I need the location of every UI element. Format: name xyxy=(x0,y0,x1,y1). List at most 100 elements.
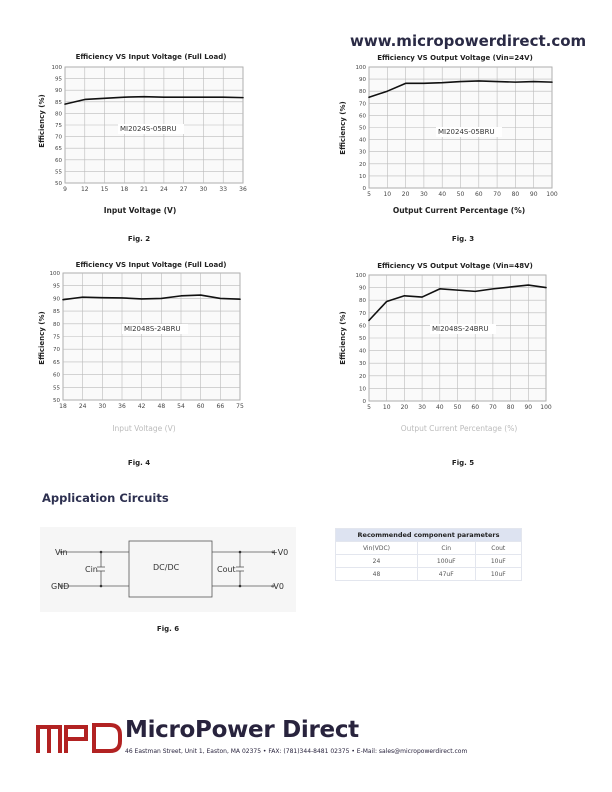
model-label-bg xyxy=(430,324,496,334)
y-tick-label: 95 xyxy=(55,77,62,83)
y-tick-label: 50 xyxy=(359,336,366,342)
y-tick-label: 0 xyxy=(363,399,367,405)
y-tick-label: 30 xyxy=(359,150,366,156)
figure-caption: Fig. 6 xyxy=(156,625,180,633)
component-table: Recommended component parameters Vin(VDC… xyxy=(335,528,523,581)
x-tick-label: 21 xyxy=(140,186,148,193)
model-label-bg xyxy=(436,127,502,137)
x-tick-label: 70 xyxy=(489,404,497,411)
x-tick-label: 10 xyxy=(383,191,391,198)
x-tick-label: 54 xyxy=(177,403,185,410)
table-row: 48 47uF 10uF xyxy=(335,567,523,581)
x-tick-label: 60 xyxy=(197,403,205,410)
table-cell: 24 xyxy=(335,554,418,568)
table-header-row: Vin(VDC) Cin Cout xyxy=(335,541,523,555)
y-tick-label: 100 xyxy=(50,271,61,277)
y-tick-label: 70 xyxy=(359,101,366,107)
table-row: 24 100uF 10uF xyxy=(335,554,523,568)
brand-name: MicroPower Direct xyxy=(125,717,359,743)
figure-caption: Fig. 3 xyxy=(451,235,475,243)
y-tick-label: 55 xyxy=(55,169,62,175)
y-tick-label: 80 xyxy=(359,298,366,304)
x-tick-label: 70 xyxy=(493,191,501,198)
x-axis-label: Input Voltage (V) xyxy=(112,424,176,433)
model-label-bg xyxy=(118,124,184,134)
y-tick-label: 20 xyxy=(359,162,366,168)
y-tick-label: 10 xyxy=(359,386,366,392)
x-tick-label: 50 xyxy=(457,191,465,198)
vminus-label: -V0 xyxy=(271,582,284,591)
figure-caption: Fig. 5 xyxy=(451,459,475,467)
x-tick-label: 27 xyxy=(180,186,188,193)
x-axis-label: Input Voltage (V) xyxy=(103,206,177,215)
x-tick-label: 40 xyxy=(438,191,446,198)
x-tick-label: 15 xyxy=(101,186,109,193)
vplus-label: +V0 xyxy=(271,548,288,557)
x-tick-label: 60 xyxy=(475,191,483,198)
x-tick-label: 18 xyxy=(59,403,67,410)
x-tick-label: 100 xyxy=(546,191,558,198)
x-tick-label: 48 xyxy=(158,403,166,410)
x-tick-label: 80 xyxy=(507,404,515,411)
column-header: Cout xyxy=(474,541,523,555)
x-tick-label: 20 xyxy=(401,404,409,411)
y-tick-label: 95 xyxy=(53,284,60,290)
column-header: Cin xyxy=(416,541,476,555)
model-label: MI2024S-05BRU xyxy=(438,128,495,136)
model-label: MI2024S-05BRU xyxy=(120,125,177,133)
y-tick-label: 10 xyxy=(359,174,366,180)
figure-caption: Fig. 2 xyxy=(127,235,151,243)
x-tick-label: 18 xyxy=(121,186,129,193)
model-label: MI2048S-24BRU xyxy=(432,325,489,333)
model-label-bg xyxy=(122,324,188,334)
y-tick-label: 90 xyxy=(359,286,366,292)
chart-title: Efficiency VS Output Voltage (Vin=48V) xyxy=(377,262,533,270)
y-tick-label: 40 xyxy=(359,349,366,355)
company-address: 46 Eastman Street, Unit 1, Easton, MA 02… xyxy=(125,748,468,755)
y-tick-label: 90 xyxy=(359,77,366,83)
efficiency-line xyxy=(62,294,241,301)
website-url: www.micropowerdirect.com xyxy=(350,32,587,50)
y-tick-label: 60 xyxy=(53,373,60,379)
y-tick-label: 65 xyxy=(55,146,62,152)
x-axis-label: Output Current Percentage (%) xyxy=(392,206,526,215)
y-tick-label: 55 xyxy=(53,385,60,391)
application-circuit-diagram: Vin GND Cin DC/DC Cout +V0 -V0 xyxy=(40,527,296,612)
table-cell: 10uF xyxy=(474,567,523,581)
x-tick-label: 90 xyxy=(524,404,532,411)
x-tick-label: 10 xyxy=(383,404,391,411)
y-tick-label: 0 xyxy=(363,186,367,192)
x-tick-label: 9 xyxy=(63,186,67,193)
gnd-label: GND xyxy=(51,582,69,591)
cout-label: Cout xyxy=(217,565,236,574)
y-tick-label: 50 xyxy=(55,181,62,187)
x-tick-label: 5 xyxy=(367,404,371,411)
x-axis-label: Output Current Percentage (%) xyxy=(400,424,518,433)
efficiency-line xyxy=(64,95,244,105)
y-tick-label: 50 xyxy=(359,126,366,132)
y-tick-label: 60 xyxy=(359,113,366,119)
chart-title: Efficiency VS Output Voltage (Vin=24V) xyxy=(377,54,533,62)
x-tick-label: 60 xyxy=(471,404,479,411)
y-tick-label: 85 xyxy=(55,100,62,106)
table-title: Recommended component parameters xyxy=(335,528,522,542)
y-tick-label: 70 xyxy=(55,135,62,141)
y-tick-label: 100 xyxy=(356,65,367,71)
column-header: Vin(VDC) xyxy=(335,541,418,555)
y-tick-label: 20 xyxy=(359,374,366,380)
chart-title: Efficiency VS Input Voltage (Full Load) xyxy=(75,53,227,61)
y-tick-label: 40 xyxy=(359,138,366,144)
x-tick-label: 30 xyxy=(200,186,208,193)
y-tick-label: 50 xyxy=(53,398,60,404)
x-tick-label: 30 xyxy=(99,403,107,410)
y-tick-label: 85 xyxy=(53,309,60,315)
table-cell: 47uF xyxy=(416,567,476,581)
x-tick-label: 24 xyxy=(160,186,168,193)
dcdc-label: DC/DC xyxy=(153,563,180,572)
chart-title: Efficiency VS Input Voltage (Full Load) xyxy=(75,261,227,269)
x-tick-label: 36 xyxy=(118,403,126,410)
y-tick-label: 65 xyxy=(53,360,60,366)
vin-label: Vin xyxy=(55,548,68,557)
table-cell: 48 xyxy=(335,567,418,581)
table-cell: 100uF xyxy=(416,554,476,568)
